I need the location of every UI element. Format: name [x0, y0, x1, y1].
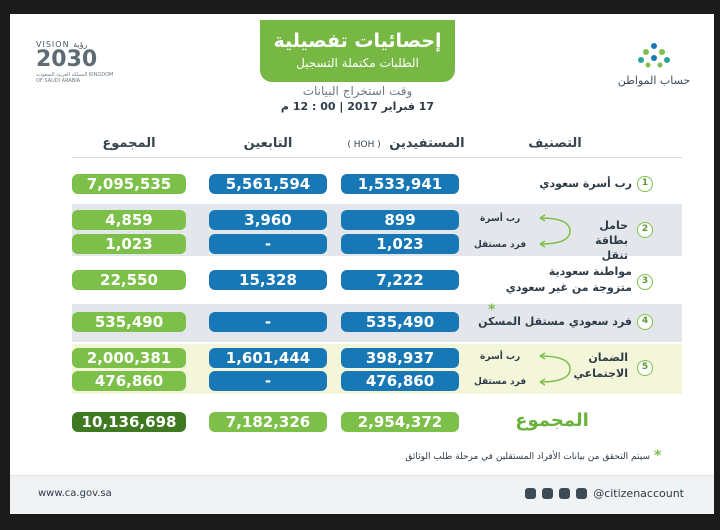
- row-4-number: 4: [637, 314, 653, 330]
- row-2b-total: 1,023: [72, 234, 186, 254]
- row-1-number: 1: [637, 176, 653, 192]
- brand-name: حساب المواطن: [617, 74, 691, 87]
- column-beneficiaries-label: المستفيدين: [389, 136, 465, 151]
- citizen-account-icon: [638, 43, 670, 68]
- row-5b-total: 476,860: [72, 371, 186, 391]
- column-beneficiaries: المستفيدين ( HOH ): [341, 136, 471, 151]
- column-dependents: التابعين: [243, 136, 293, 151]
- row-2-arrows-icon: [539, 214, 571, 248]
- row-5a-dependents: 1,601,444: [209, 348, 327, 368]
- header-divider: [72, 157, 682, 158]
- infographic-card: VISION رؤية 2030 المملكة العربية السعودي…: [10, 14, 714, 514]
- row-2b-dependents: -: [209, 234, 327, 254]
- social-handle[interactable]: @citizenaccount: [593, 487, 684, 500]
- row-5a-beneficiaries: 398,937: [341, 348, 459, 368]
- row-2-sub-independent: فرد مستقل: [474, 240, 527, 250]
- grand-total-label: المجموع: [515, 410, 589, 431]
- youtube-icon[interactable]: [525, 488, 537, 499]
- row-3-total: 22,550: [72, 270, 186, 290]
- row-1-label: رب أسرة سعودي: [539, 177, 632, 190]
- row-3-number: 3: [637, 274, 653, 290]
- row-2-sub-head: رب أسرة: [480, 214, 521, 224]
- social-links: @citizenaccount: [525, 487, 684, 500]
- vision-label: VISION رؤية: [36, 40, 88, 49]
- row-5-number: 5: [637, 360, 653, 376]
- row-5b-dependents: -: [209, 371, 327, 391]
- grand-total-dependents: 7,182,326: [209, 412, 327, 432]
- page-title: إحصائيات تفصيلية: [273, 30, 442, 52]
- row-5-label-line1: الضمان: [588, 351, 628, 364]
- instagram-icon[interactable]: [542, 488, 554, 499]
- row-4-total: 535,490: [72, 312, 186, 332]
- page-subtitle: الطلبات مكتملة التسجيل: [296, 56, 419, 70]
- footer: www.ca.gov.sa @citizenaccount: [10, 475, 714, 514]
- row-4-beneficiaries: 535,490: [341, 312, 459, 332]
- row-4-star: *: [488, 302, 496, 318]
- column-hoh: ( HOH ): [347, 140, 381, 150]
- citizen-account-logo: حساب المواطن: [614, 42, 694, 87]
- row-5-sub-head: رب أسرة: [480, 352, 521, 362]
- row-2a-total: 4,859: [72, 210, 186, 230]
- note-star: *: [654, 448, 662, 464]
- row-2-label: حامل بطاقة تنقل: [595, 219, 628, 262]
- row-3-dependents: 15,328: [209, 270, 327, 290]
- website-link[interactable]: www.ca.gov.sa: [38, 488, 112, 499]
- row-2-number: 2: [637, 222, 653, 238]
- extract-date: 17 فبراير 2017 | 00 : 12 م: [280, 100, 435, 113]
- column-category: التصنيف: [528, 136, 582, 151]
- row-1-beneficiaries: 1,533,941: [341, 174, 459, 194]
- footnote: سيتم التحقق من بيانات الأفراد المستقلين …: [405, 452, 650, 462]
- vision-2030-logo: VISION رؤية 2030 المملكة العربية السعودي…: [36, 40, 116, 90]
- row-1-dependents: 5,561,594: [209, 174, 327, 194]
- row-5a-total: 2,000,381: [72, 348, 186, 368]
- row-5-label-line2: الاجتماعي: [573, 367, 628, 380]
- snapchat-icon[interactable]: [559, 488, 571, 499]
- title-banner: إحصائيات تفصيلية الطلبات مكتملة التسجيل: [260, 20, 455, 82]
- row-5-sub-independent: فرد مستقل: [474, 377, 527, 387]
- row-2b-beneficiaries: 1,023: [341, 234, 459, 254]
- row-1-total: 7,095,535: [72, 174, 186, 194]
- grand-total-beneficiaries: 2,954,372: [341, 412, 459, 432]
- extract-time-label: وقت استخراج البيانات: [302, 84, 413, 98]
- twitter-icon[interactable]: [576, 488, 588, 499]
- row-5b-beneficiaries: 476,860: [341, 371, 459, 391]
- row-4-dependents: -: [209, 312, 327, 332]
- row-5-arrows-icon: [539, 352, 571, 386]
- column-total: المجموع: [102, 136, 156, 151]
- vision-year: 2030: [36, 47, 98, 72]
- row-4-label: فرد سعودي مستقل المسكن: [478, 315, 632, 328]
- row-2a-dependents: 3,960: [209, 210, 327, 230]
- vision-subtitle: المملكة العربية السعودية KINGDOM OF SAUD…: [36, 72, 114, 84]
- row-3-label-line1: مواطنة سعودية: [548, 265, 632, 278]
- row-3-label-line2: متزوجة من غير سعودي: [505, 281, 632, 294]
- row-3-beneficiaries: 7,222: [341, 270, 459, 290]
- grand-total-total: 10,136,698: [72, 412, 186, 432]
- row-2a-beneficiaries: 899: [341, 210, 459, 230]
